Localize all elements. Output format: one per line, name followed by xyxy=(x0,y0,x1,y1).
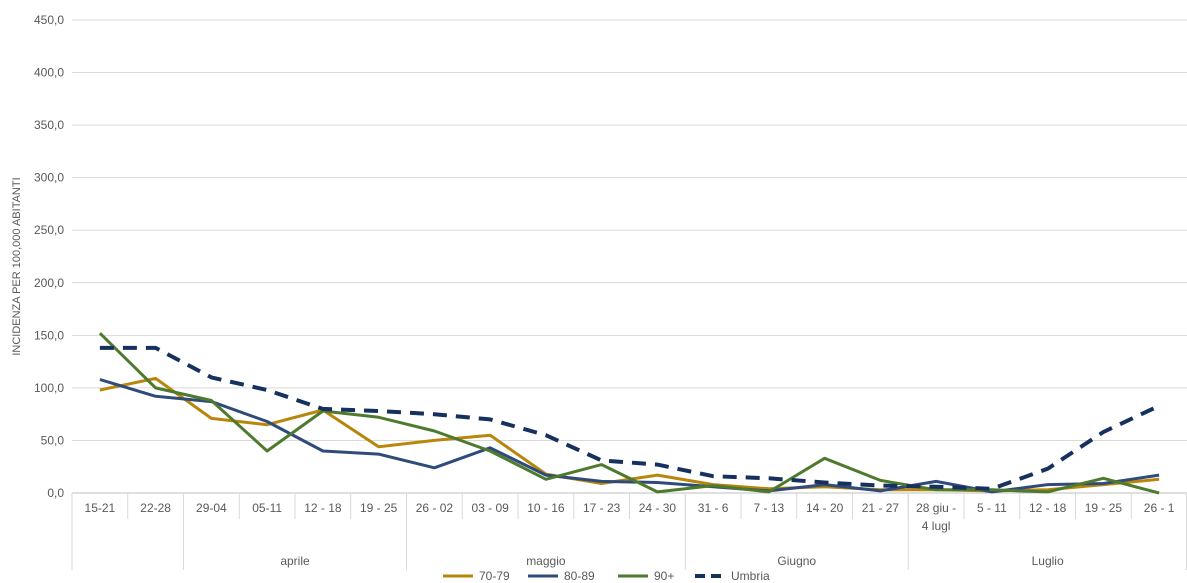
y-tick-label: 450,0 xyxy=(34,13,64,27)
x-tick-label: 05-11 xyxy=(252,501,282,515)
legend-label: 70-79 xyxy=(479,569,510,583)
x-tick-label: 5 - 11 xyxy=(977,501,1007,515)
y-tick-label: 0,0 xyxy=(47,486,64,500)
y-tick-label: 100,0 xyxy=(34,381,64,395)
x-tick-label: 12 - 18 xyxy=(304,501,342,515)
series-line-70-79 xyxy=(99,376,1160,493)
y-tick-label: 300,0 xyxy=(34,171,64,185)
month-label: maggio xyxy=(526,554,566,568)
x-tick-label: 28 giu - xyxy=(916,501,956,515)
x-tick-label: 31 - 6 xyxy=(698,501,729,515)
y-tick-label: 150,0 xyxy=(34,328,64,342)
legend: 70-79 80-89 90+ Umbria xyxy=(443,569,770,583)
y-tick-label: 350,0 xyxy=(34,118,64,132)
y-tick-label: 400,0 xyxy=(34,66,64,80)
series-line-umbria xyxy=(99,345,1160,491)
grid-lines xyxy=(72,19,1187,441)
month-label: Luglio xyxy=(1032,554,1064,568)
x-axis: 15-21 22-28 29-04 05-11 12 - 18 19 - 25 26 - 0… xyxy=(71,492,1187,570)
legend-label: 90+ xyxy=(654,569,674,583)
x-tick-label: 29-04 xyxy=(196,501,227,515)
x-tick-label: 26 - 1 xyxy=(1144,501,1175,515)
series-line-90- xyxy=(98,332,1160,495)
x-tick-label: 4 lugl xyxy=(922,519,951,533)
x-tick-label: 03 - 09 xyxy=(471,501,509,515)
x-tick-label: 21 - 27 xyxy=(862,501,900,515)
legend-label: Umbria xyxy=(731,569,770,583)
month-label: aprile xyxy=(280,554,310,568)
month-label: Giugno xyxy=(777,554,816,568)
y-tick-label: 250,0 xyxy=(34,223,64,237)
x-tick-label: 19 - 25 xyxy=(1085,501,1123,515)
y-axis-label: INCIDENZA PER 100,000 ABITANTI xyxy=(11,177,23,355)
x-tick-label: 24 - 30 xyxy=(639,501,677,515)
x-tick-label: 7 - 13 xyxy=(754,501,785,515)
x-tick-label: 12 - 18 xyxy=(1029,501,1067,515)
x-tick-label: 22-28 xyxy=(140,501,171,515)
y-tick-label: 200,0 xyxy=(34,276,64,290)
x-tick-label: 15-21 xyxy=(85,501,116,515)
legend-label: 80-89 xyxy=(564,569,595,583)
y-tick-label: 50,0 xyxy=(41,433,65,447)
x-tick-label: 26 - 02 xyxy=(416,501,454,515)
x-tick-label: 19 - 25 xyxy=(360,501,398,515)
x-tick-label: 17 - 23 xyxy=(583,501,621,515)
x-tick-label: 10 - 16 xyxy=(527,501,565,515)
y-axis-ticks: 0,0 50,0 100,0 150,0 200,0 250,0 300,0 350,0 400… xyxy=(34,13,64,500)
series-line-80-89 xyxy=(99,378,1160,494)
series-lines xyxy=(98,332,1160,495)
x-tick-label: 14 - 20 xyxy=(806,501,844,515)
